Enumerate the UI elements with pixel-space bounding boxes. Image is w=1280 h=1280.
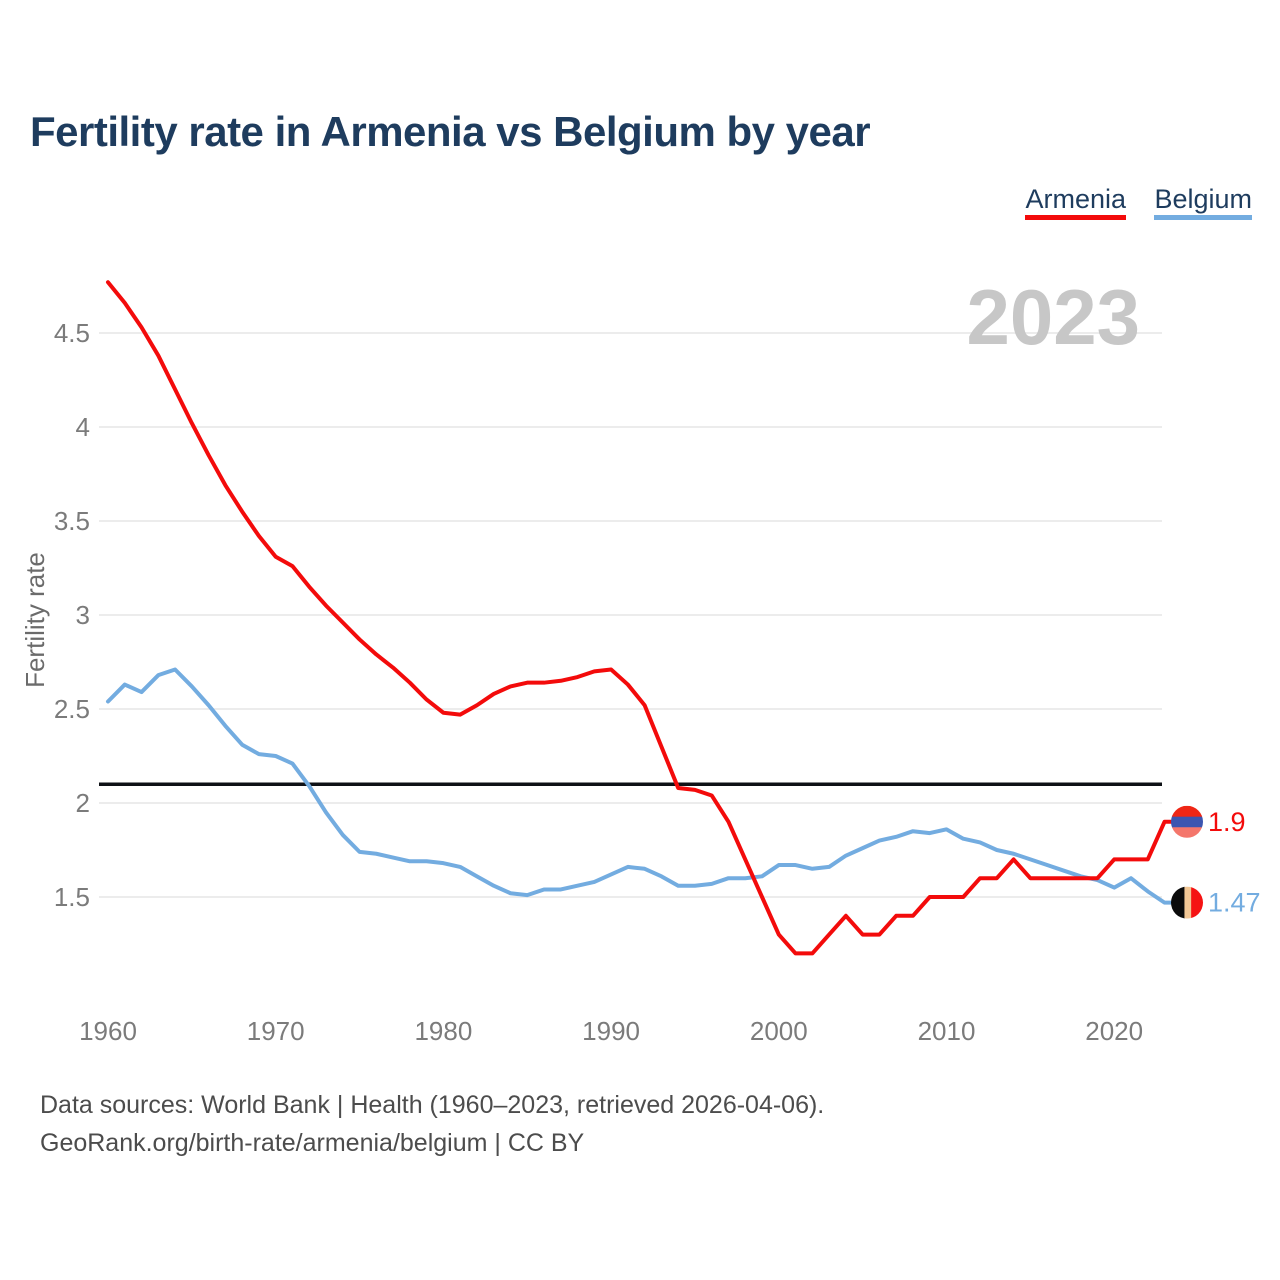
y-tick-label: 3 <box>76 600 90 630</box>
x-tick-label: 1960 <box>79 1016 137 1046</box>
source-attribution: Data sources: World Bank | Health (1960–… <box>40 1086 824 1162</box>
x-tick-label: 2020 <box>1085 1016 1143 1046</box>
page-title: Fertility rate in Armenia vs Belgium by … <box>30 108 871 155</box>
belgium-line <box>106 667 1178 905</box>
x-tick-label: 1970 <box>247 1016 305 1046</box>
x-tick-label: 2010 <box>918 1016 976 1046</box>
flag-stripe <box>1171 816 1203 828</box>
y-tick-label: 2 <box>76 788 90 818</box>
flag-stripe <box>1191 886 1203 919</box>
x-tick-label: 1980 <box>414 1016 472 1046</box>
source-line-1: Data sources: World Bank | Health (1960–… <box>40 1091 825 1119</box>
belgium-flag-marker <box>1171 886 1203 919</box>
y-tick-label: 1.5 <box>54 882 90 912</box>
legend-item-belgium[interactable]: Belgium <box>1154 186 1252 220</box>
armenia-end-value-label: 1.9 <box>1208 807 1246 837</box>
armenia-line <box>106 280 1178 956</box>
y-tick-label: 4 <box>76 412 90 442</box>
x-tick-label: 1990 <box>582 1016 640 1046</box>
legend: Armenia Belgium <box>1001 186 1252 220</box>
flag-stripe <box>1184 886 1192 919</box>
armenia-flag-marker <box>1171 805 1203 838</box>
flag-stripe <box>1171 827 1203 838</box>
y-axis-label: Fertility rate <box>20 552 50 688</box>
x-tick-label: 2000 <box>750 1016 808 1046</box>
legend-item-armenia[interactable]: Armenia <box>1025 186 1126 220</box>
source-line-2: GeoRank.org/birth-rate/armenia/belgium |… <box>40 1129 585 1157</box>
watermark-year: 2023 <box>966 273 1140 361</box>
y-tick-label: 2.5 <box>54 694 90 724</box>
y-tick-label: 3.5 <box>54 506 90 536</box>
legend-label-armenia: Armenia <box>1025 184 1126 214</box>
flag-stripe <box>1171 805 1203 818</box>
belgium-end-value-label: 1.47 <box>1208 888 1261 918</box>
y-tick-label: 4.5 <box>54 318 90 348</box>
legend-label-belgium: Belgium <box>1154 184 1252 214</box>
flag-stripe <box>1171 886 1185 919</box>
